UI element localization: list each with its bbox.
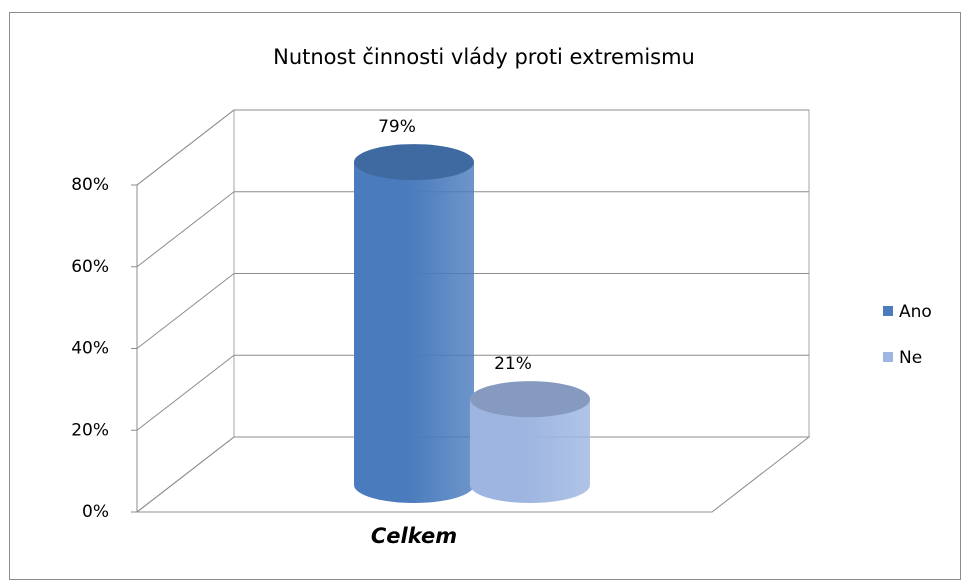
legend-label: Ano [899, 302, 932, 322]
x-tick-label: Celkem [371, 524, 457, 548]
cylinder-body [470, 399, 590, 503]
value-label: 21% [494, 354, 532, 374]
legend-swatch [883, 306, 893, 316]
legend-swatch [883, 352, 893, 362]
chart-title: Nutnost činnosti vlády proti extremismu [273, 45, 695, 69]
cylinder-top [470, 381, 590, 418]
cylinder-body [354, 162, 474, 503]
y-tick-label: 20% [71, 420, 109, 440]
value-label: 79% [378, 117, 416, 137]
side-grid-line [136, 436, 235, 513]
y-tick-label: 40% [71, 339, 109, 359]
side-grid-line [136, 354, 235, 431]
y-tick-label: 80% [71, 175, 109, 195]
side-grid-line [136, 109, 235, 186]
side-grid-line [136, 273, 235, 349]
y-tick-label: 0% [82, 502, 109, 522]
legend-label: Ne [899, 348, 922, 368]
side-grid-line [136, 191, 235, 268]
cylinder-top [354, 144, 474, 181]
y-tick-label: 60% [71, 257, 109, 277]
